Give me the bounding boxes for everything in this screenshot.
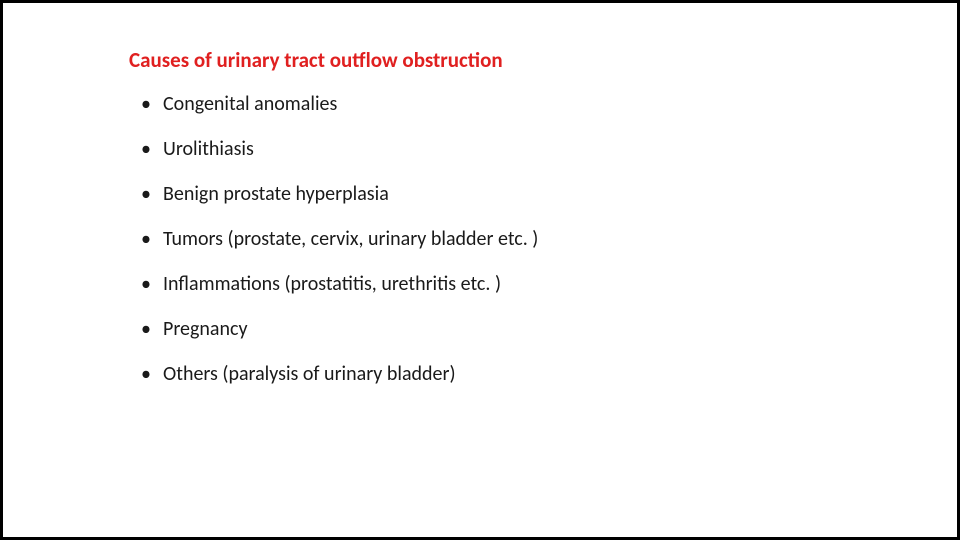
list-item: Others (paralysis of urinary bladder) (141, 361, 897, 388)
list-item: Inflammations (prostatitis, urethritis e… (141, 271, 897, 298)
slide-title: Causes of urinary tract outflow obstruct… (129, 47, 897, 73)
list-item: Pregnancy (141, 316, 897, 343)
bullet-list: Congenital anomalies Urolithiasis Benign… (129, 91, 897, 388)
list-item: Urolithiasis (141, 136, 897, 163)
list-item: Benign prostate hyperplasia (141, 181, 897, 208)
list-item: Tumors (prostate, cervix, urinary bladde… (141, 226, 897, 253)
list-item: Congenital anomalies (141, 91, 897, 118)
slide-frame: Causes of urinary tract outflow obstruct… (0, 0, 960, 540)
slide-content: Causes of urinary tract outflow obstruct… (129, 47, 897, 406)
